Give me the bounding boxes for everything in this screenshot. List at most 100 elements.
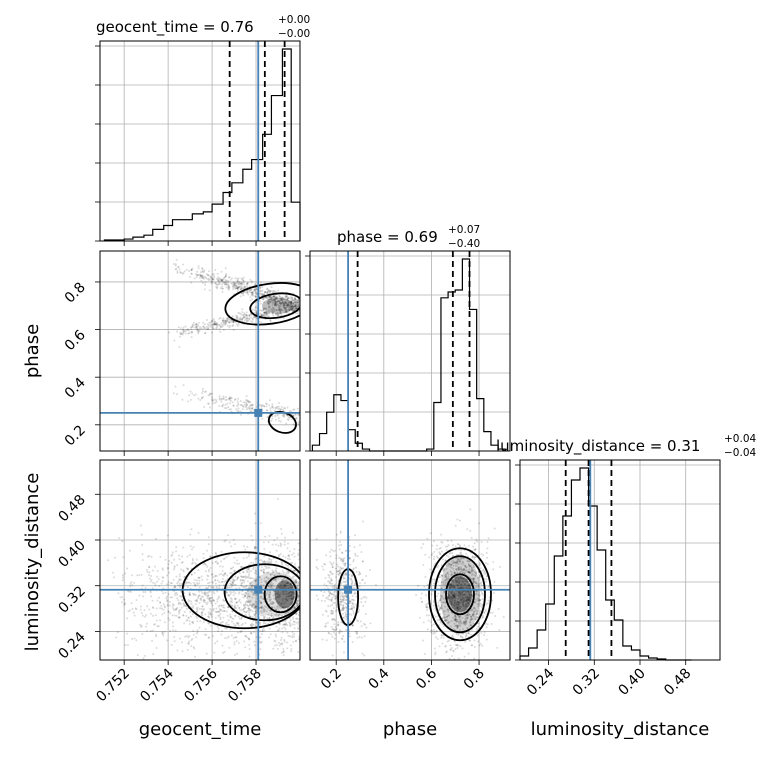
scatter-ld-phase-sample bbox=[328, 574, 331, 577]
scatter-ld-phase-sample bbox=[465, 598, 468, 601]
scatter-ld-geocent-sample bbox=[269, 602, 272, 605]
scatter-phase-geocent-sample bbox=[272, 296, 275, 299]
scatter-ld-geocent-sample bbox=[237, 623, 240, 626]
scatter-ld-phase-sample bbox=[456, 562, 459, 565]
scatter-ld-phase-sample bbox=[348, 573, 351, 576]
scatter-phase-geocent-sample bbox=[227, 285, 230, 288]
scatter-ld-geocent-sample bbox=[210, 614, 213, 617]
scatter-phase-geocent-sample bbox=[284, 308, 287, 311]
scatter-ld-geocent-sample bbox=[205, 564, 208, 567]
scatter-ld-geocent-sample bbox=[222, 606, 225, 609]
scatter-ld-phase-sample bbox=[334, 625, 337, 628]
scatter-phase-geocent-sample bbox=[273, 304, 276, 307]
scatter-ld-geocent-sample bbox=[138, 574, 141, 577]
scatter-ld-phase-sample bbox=[477, 585, 480, 588]
scatter-ld-geocent-sample bbox=[221, 644, 224, 647]
scatter-ld-geocent-sample bbox=[250, 569, 253, 572]
scatter-ld-geocent-sample bbox=[195, 607, 198, 610]
scatter-phase-geocent-sample bbox=[291, 299, 294, 302]
scatter-ld-geocent-sample bbox=[287, 542, 290, 545]
scatter-ld-phase-sample bbox=[430, 631, 433, 634]
scatter-ld-phase-sample bbox=[331, 610, 334, 613]
scatter-ld-phase-sample bbox=[338, 568, 341, 571]
scatter-ld-geocent-sample bbox=[289, 583, 292, 586]
scatter-ld-phase-sample bbox=[463, 557, 466, 560]
scatter-phase-geocent-sample bbox=[191, 331, 194, 334]
scatter-ld-phase-sample bbox=[457, 562, 460, 565]
scatter-ld-geocent-sample bbox=[281, 580, 284, 583]
scatter-ld-geocent-sample bbox=[284, 574, 287, 577]
scatter-phase-geocent-sample bbox=[236, 287, 239, 290]
scatter-ld-phase-sample bbox=[448, 585, 451, 588]
scatter-ld-phase-sample bbox=[338, 573, 341, 576]
scatter-phase-geocent-sample bbox=[209, 321, 212, 324]
scatter-phase-geocent-sample bbox=[195, 325, 198, 328]
scatter-ld-geocent-sample bbox=[295, 602, 298, 605]
scatter-ld-geocent-sample bbox=[173, 614, 176, 617]
scatter-luminosity-distance-vs-geocent-time-panel bbox=[100, 460, 300, 660]
scatter-ld-geocent-sample bbox=[175, 550, 178, 553]
scatter-phase-geocent-sample bbox=[288, 305, 291, 308]
scatter-ld-geocent-sample bbox=[208, 613, 211, 616]
scatter-ld-phase-sample bbox=[465, 596, 468, 599]
scatter-phase-geocent-sample bbox=[268, 302, 271, 305]
scatter-phase-geocent-sample bbox=[269, 289, 272, 292]
scatter-ld-geocent-sample bbox=[254, 579, 257, 582]
scatter-ld-phase-sample bbox=[442, 581, 445, 584]
scatter-ld-phase-sample bbox=[350, 579, 353, 582]
scatter-ld-geocent-sample bbox=[260, 595, 263, 598]
scatter-phase-geocent-sample bbox=[239, 403, 242, 406]
scatter-phase-geocent-sample bbox=[263, 311, 266, 314]
scatter-phase-geocent-sample bbox=[297, 421, 300, 424]
scatter-ld-phase-sample bbox=[457, 584, 460, 587]
scatter-ld-phase-sample bbox=[364, 623, 367, 626]
scatter-ld-phase-sample bbox=[358, 582, 361, 585]
scatter-phase-geocent-sample bbox=[251, 317, 254, 320]
scatter-phase-geocent-sample bbox=[278, 305, 281, 308]
scatter-phase-geocent-sample bbox=[259, 312, 262, 315]
scatter-phase-geocent-sample bbox=[241, 319, 244, 322]
scatter-ld-geocent-sample bbox=[197, 576, 200, 579]
scatter-ld-geocent-sample bbox=[222, 599, 225, 602]
scatter-ld-phase-sample bbox=[456, 584, 459, 587]
scatter-phase-geocent-sample bbox=[228, 326, 231, 329]
scatter-ld-phase-sample bbox=[353, 587, 356, 590]
scatter-ld-geocent-sample bbox=[287, 592, 290, 595]
scatter-ld-phase-sample bbox=[453, 571, 456, 574]
scatter-ld-geocent-sample bbox=[187, 616, 190, 619]
scatter-phase-geocent-sample bbox=[265, 311, 268, 314]
scatter-phase-geocent-sample bbox=[244, 291, 247, 294]
scatter-ld-phase-sample bbox=[334, 597, 337, 600]
scatter-ld-phase-sample bbox=[464, 619, 467, 622]
scatter-ld-phase-sample bbox=[480, 540, 483, 543]
scatter-phase-geocent-sample bbox=[264, 307, 267, 310]
scatter-ld-geocent-sample bbox=[198, 586, 201, 589]
scatter-phase-geocent-sample bbox=[213, 276, 216, 279]
scatter-phase-geocent-sample bbox=[252, 315, 255, 318]
scatter-ld-geocent-sample bbox=[241, 579, 244, 582]
truth-point-geocent_time-luminosity_distance bbox=[254, 585, 263, 594]
scatter-ld-geocent-sample bbox=[178, 578, 181, 581]
scatter-phase-geocent-sample bbox=[271, 403, 274, 406]
scatter-phase-geocent-sample bbox=[278, 302, 281, 305]
scatter-ld-phase-sample bbox=[473, 646, 476, 649]
scatter-phase-geocent-sample bbox=[225, 318, 228, 321]
scatter-ld-phase-sample bbox=[433, 630, 436, 633]
scatter-ld-phase-sample bbox=[465, 569, 468, 572]
scatter-ld-phase-sample bbox=[487, 586, 490, 589]
scatter-ld-phase-sample bbox=[466, 570, 469, 573]
scatter-ld-geocent-sample bbox=[143, 615, 146, 618]
scatter-ld-phase-sample bbox=[450, 560, 453, 563]
scatter-ld-phase-sample bbox=[360, 597, 363, 600]
scatter-ld-phase-sample bbox=[444, 575, 447, 578]
scatter-ld-geocent-sample bbox=[176, 649, 179, 652]
scatter-ld-phase-sample bbox=[462, 587, 465, 590]
scatter-phase-geocent-sample bbox=[286, 304, 289, 307]
scatter-ld-phase-sample bbox=[463, 569, 466, 572]
scatter-ld-geocent-sample bbox=[146, 571, 149, 574]
scatter-ld-geocent-sample bbox=[297, 595, 300, 598]
scatter-ld-geocent-sample bbox=[283, 623, 286, 626]
scatter-ld-geocent-sample bbox=[242, 585, 245, 588]
scatter-ld-phase-sample bbox=[429, 568, 432, 571]
scatter-ld-geocent-sample bbox=[243, 640, 246, 643]
